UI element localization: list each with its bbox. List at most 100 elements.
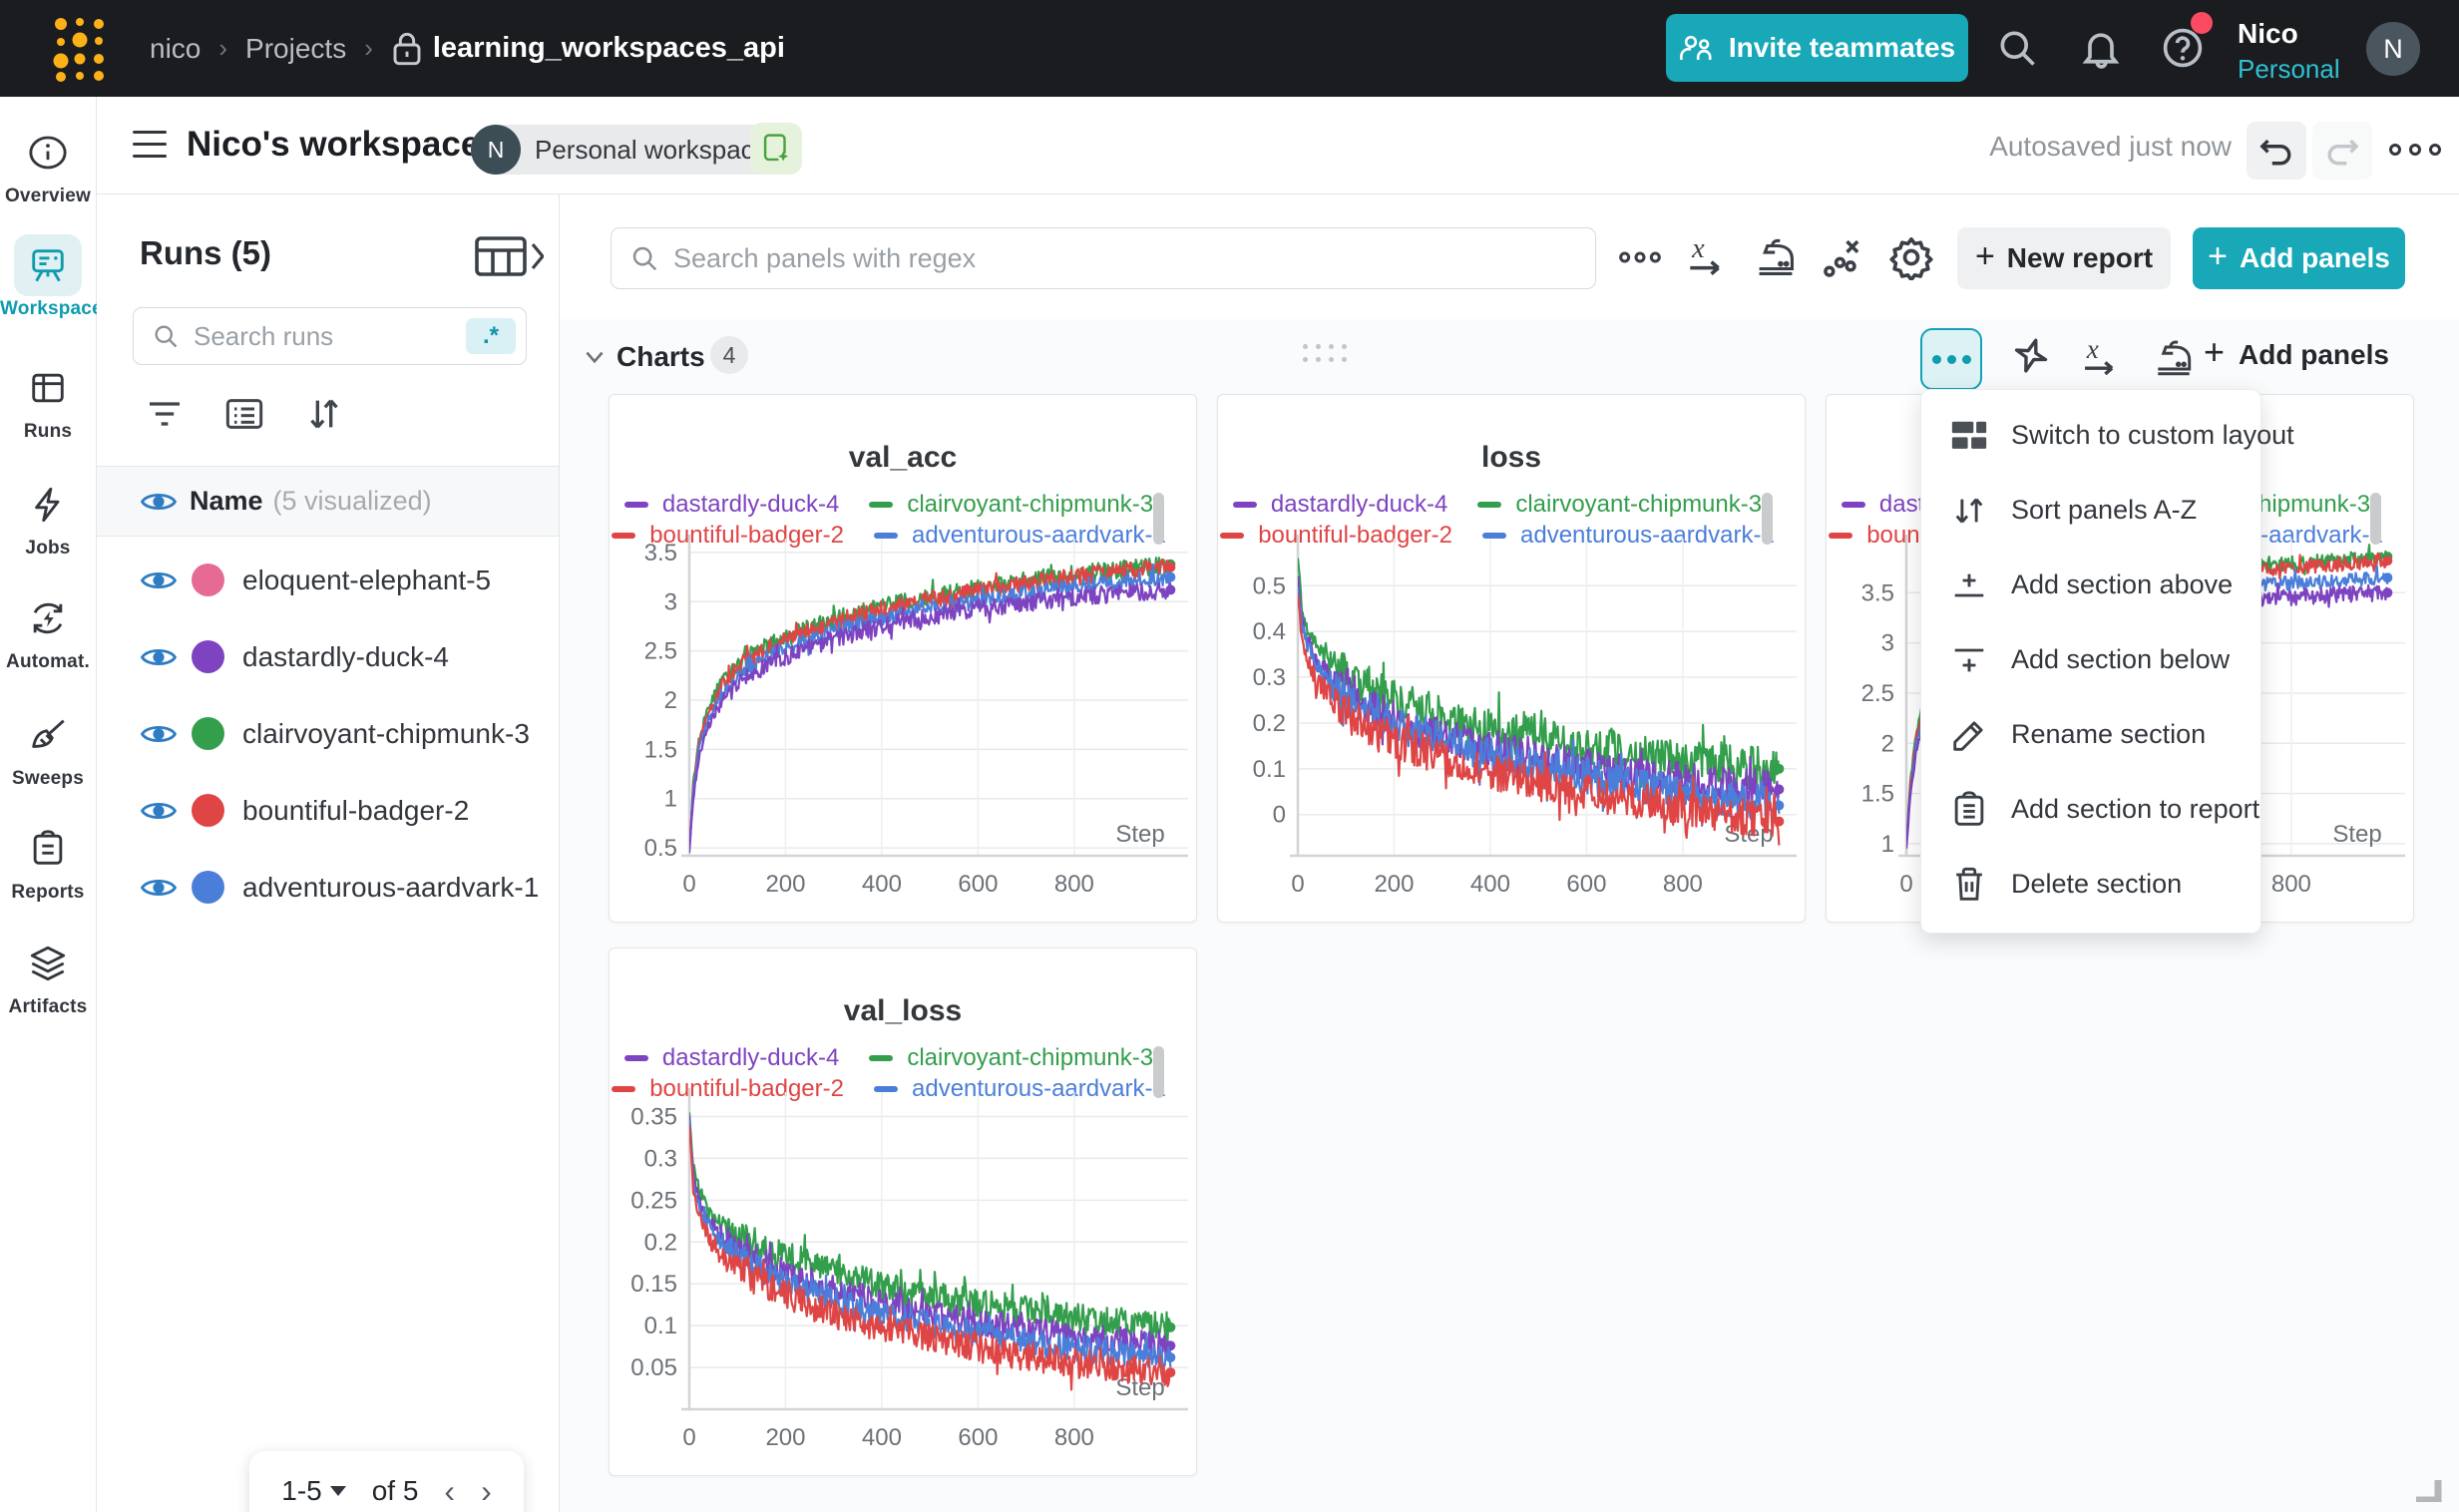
chart-plot[interactable]: 0.050.10.150.20.250.30.350 200 400 600 800St…	[610, 948, 1198, 1477]
runs-list-header[interactable]: Name (5 visualized)	[97, 466, 559, 537]
menu-item-label: Add section to report	[2011, 794, 2260, 824]
chart-panel-loss[interactable]: loss dastardly-duck-4 clairvoyant-chipmu…	[1217, 394, 1806, 923]
run-row[interactable]: clairvoyant-chipmunk-3	[97, 695, 559, 772]
sidebar-item-sweeps[interactable]: Sweeps	[0, 704, 96, 790]
breadcrumb-project-name[interactable]: learning_workspaces_api	[432, 32, 785, 64]
sidebar-item-reports[interactable]: Reports	[0, 818, 96, 904]
run-name[interactable]: bountiful-badger-2	[242, 794, 470, 826]
outliers-icon[interactable]	[1821, 234, 1866, 280]
runs-search-input[interactable]	[194, 320, 466, 352]
sidebar-item-workspace[interactable]: Workspace	[0, 234, 103, 320]
legend-entry[interactable]: bountiful-badger-2	[1220, 522, 1452, 550]
wandb-logo-icon[interactable]	[52, 14, 108, 84]
group-list-icon[interactable]	[224, 394, 264, 434]
legend-entry[interactable]: adventurous-aardvark-1	[874, 1075, 1166, 1103]
legend-entry[interactable]: clairvoyant-chipmunk-3	[1477, 491, 1762, 519]
breadcrumb-user[interactable]: nico	[150, 32, 202, 64]
menu-item-delete-section[interactable]: Delete section	[1921, 847, 2260, 922]
run-name[interactable]: adventurous-aardvark-1	[242, 871, 540, 903]
visibility-eye-icon[interactable]	[140, 487, 178, 517]
search-icon[interactable]	[1995, 26, 2039, 70]
visibility-eye-icon[interactable]	[140, 719, 178, 749]
panel-search-input[interactable]	[673, 242, 1595, 274]
chart-panel-val-acc[interactable]: val_acc dastardly-duck-4 clairvoyant-chi…	[609, 394, 1197, 923]
section-title[interactable]: Charts	[616, 341, 705, 372]
regex-toggle[interactable]: .*	[466, 318, 516, 354]
run-row[interactable]: dastardly-duck-4	[97, 618, 559, 695]
legend-scrollbar[interactable]	[1762, 493, 1773, 545]
header-overflow-menu-icon[interactable]	[2389, 135, 2447, 165]
prev-page-button[interactable]: ‹	[444, 1472, 456, 1509]
add-panels-button[interactable]: + Add panels	[2193, 227, 2405, 289]
chart-panel-val-loss[interactable]: val_loss dastardly-duck-4 clairvoyant-ch…	[609, 947, 1197, 1476]
legend-scrollbar[interactable]	[2370, 493, 2381, 545]
user-name[interactable]: Nico	[2238, 18, 2298, 49]
legend-scrollbar[interactable]	[1153, 493, 1164, 545]
run-name[interactable]: clairvoyant-chipmunk-3	[242, 717, 530, 749]
x-axis-icon[interactable]: x	[2080, 336, 2124, 380]
legend-entry[interactable]: clairvoyant-chipmunk-3	[869, 491, 1153, 519]
undo-button[interactable]	[2247, 122, 2306, 180]
section-collapse-chevron-icon[interactable]	[582, 344, 608, 370]
visibility-eye-icon[interactable]	[140, 873, 178, 903]
smoothing-iron-icon[interactable]	[1753, 234, 1799, 280]
sidebar-item-artifacts[interactable]: Artifacts	[0, 933, 96, 1018]
sort-icon[interactable]	[304, 394, 344, 434]
run-row[interactable]: eloquent-elephant-5	[97, 542, 559, 618]
legend-entry[interactable]: bountiful-badger-2	[612, 1075, 844, 1103]
menu-item-add-section-above[interactable]: Add section above	[1921, 548, 2260, 622]
x-axis-label: Step	[1115, 821, 1164, 848]
sparkle-doc-icon[interactable]	[750, 123, 802, 175]
legend-entry[interactable]: clairvoyant-chipmunk-3	[869, 1044, 1153, 1072]
sidebar-item-jobs[interactable]: Jobs	[0, 474, 96, 560]
redo-icon	[2327, 139, 2359, 166]
legend-entry[interactable]: bountiful-badger-2	[612, 522, 844, 550]
settings-gear-icon[interactable]	[1888, 234, 1934, 280]
page-range-dropdown[interactable]: 1-5	[281, 1475, 346, 1507]
sidebar-item-overview[interactable]: Overview	[0, 122, 96, 207]
hamburger-menu-icon[interactable]	[133, 131, 167, 159]
new-report-button[interactable]: + New report	[1957, 227, 2171, 289]
quick-add-spark-icon[interactable]	[2008, 336, 2052, 380]
run-row[interactable]: adventurous-aardvark-1	[97, 849, 559, 926]
visibility-eye-icon[interactable]	[140, 642, 178, 672]
runs-table-toggle-icon[interactable]	[474, 236, 544, 276]
sidebar-item-automat[interactable]: Automat.	[0, 587, 96, 673]
menu-item-sort-panels-a-z[interactable]: Sort panels A-Z	[1921, 473, 2260, 548]
x-axis-icon[interactable]: x	[1685, 234, 1731, 280]
legend-entry[interactable]: adventurous-aardvark-1	[1482, 522, 1775, 550]
sidebar-item-runs[interactable]: Runs	[0, 357, 96, 443]
chart-plot[interactable]: 0.5 1 1.5 2 2.5 3 3.5 0 200 400 600 800 Step	[610, 395, 1198, 924]
workspace-badge[interactable]: N Personal workspace	[471, 125, 793, 175]
section-add-panels-button[interactable]: + Add panels	[2204, 331, 2389, 372]
run-name[interactable]: dastardly-duck-4	[242, 640, 449, 672]
legend-entry[interactable]: adventurous-aardvark-1	[874, 522, 1166, 550]
menu-item-add-section-below[interactable]: Add section below	[1921, 622, 2260, 697]
run-name[interactable]: eloquent-elephant-5	[242, 564, 492, 595]
legend-entry[interactable]: dastardly-duck-4	[1232, 491, 1447, 519]
run-row[interactable]: bountiful-badger-2	[97, 772, 559, 849]
avatar[interactable]: N	[2366, 22, 2420, 76]
next-page-button[interactable]: ›	[481, 1472, 492, 1509]
resize-corner-icon[interactable]	[2412, 1476, 2442, 1502]
section-overflow-button-active[interactable]	[1920, 328, 1982, 390]
section-drag-handle[interactable]	[1303, 344, 1353, 370]
menu-item-add-section-to-report[interactable]: Add section to report	[1921, 772, 2260, 847]
workspace-overflow-icon[interactable]	[1617, 234, 1663, 280]
filter-icon[interactable]	[145, 394, 185, 434]
menu-item-switch-to-custom-layout[interactable]: Switch to custom layout	[1921, 398, 2294, 473]
legend-scrollbar[interactable]	[1153, 1046, 1164, 1098]
visibility-eye-icon[interactable]	[140, 566, 178, 595]
legend-entry[interactable]: dastardly-duck-4	[623, 1044, 839, 1072]
breadcrumb-projects[interactable]: Projects	[245, 32, 347, 64]
smoothing-iron-icon[interactable]	[2152, 336, 2196, 380]
visibility-eye-icon[interactable]	[140, 796, 178, 826]
help-icon[interactable]	[2161, 26, 2205, 70]
user-scope[interactable]: Personal	[2238, 54, 2340, 84]
menu-item-rename-section[interactable]: Rename section	[1921, 697, 2260, 772]
invite-teammates-button[interactable]: Invite teammates	[1666, 14, 1968, 82]
legend-entry[interactable]: dastardly-duck-4	[623, 491, 839, 519]
bell-icon[interactable]	[2079, 26, 2123, 70]
redo-button[interactable]	[2312, 122, 2372, 180]
